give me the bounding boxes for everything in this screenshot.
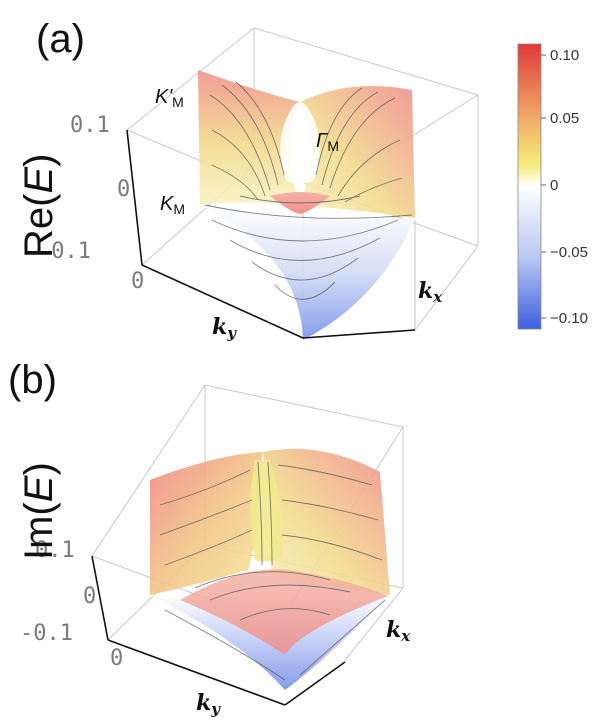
z-tick-b-1: 0 [83,584,96,609]
z-tick-b-2: -0.1 [20,621,73,646]
ky-label-b: ky [196,690,221,718]
kx-label-a: kx [418,278,443,306]
energy-surface-a [198,70,415,340]
energy-surface-b [150,448,390,690]
z-tick-a-2: -0.1 [38,239,91,264]
ky-zero-tick-b: 0 [110,646,123,671]
z-tick-a-1: 0 [117,177,130,202]
panel-label-b: (b) [8,358,57,402]
panel-label-a: (a) [36,17,85,61]
point-label-gamma-m: ΓM [316,130,339,154]
z-axis-title-a: Re(E) [17,154,61,258]
z-tick-a-0: 0.1 [70,113,110,138]
ky-zero-tick-a: 0 [131,269,144,294]
colorbar-gradient [517,43,542,330]
colorbar-tick-2: 0 [550,177,558,194]
axes-b [91,555,346,706]
z-axis-title-b: Im(E) [17,462,61,560]
colorbar: 0.10 0.05 0 −0.05 −0.10 [517,43,588,330]
axes-a [126,129,416,339]
panel-a: (a) [17,17,479,342]
panel-b: (b) [8,358,411,718]
colorbar-tick-3: −0.05 [550,244,588,261]
colorbar-tick-1: 0.05 [550,110,579,127]
ky-label-a: ky [212,314,237,342]
colorbar-tick-0: 0.10 [550,47,579,64]
point-label-k-prime-m: K'M [155,86,184,110]
kx-label-b: kx [386,617,411,645]
colorbar-tick-4: −0.10 [550,310,588,327]
z-tick-b-0: 0.1 [35,538,75,563]
point-label-k-m: KM [160,193,185,217]
